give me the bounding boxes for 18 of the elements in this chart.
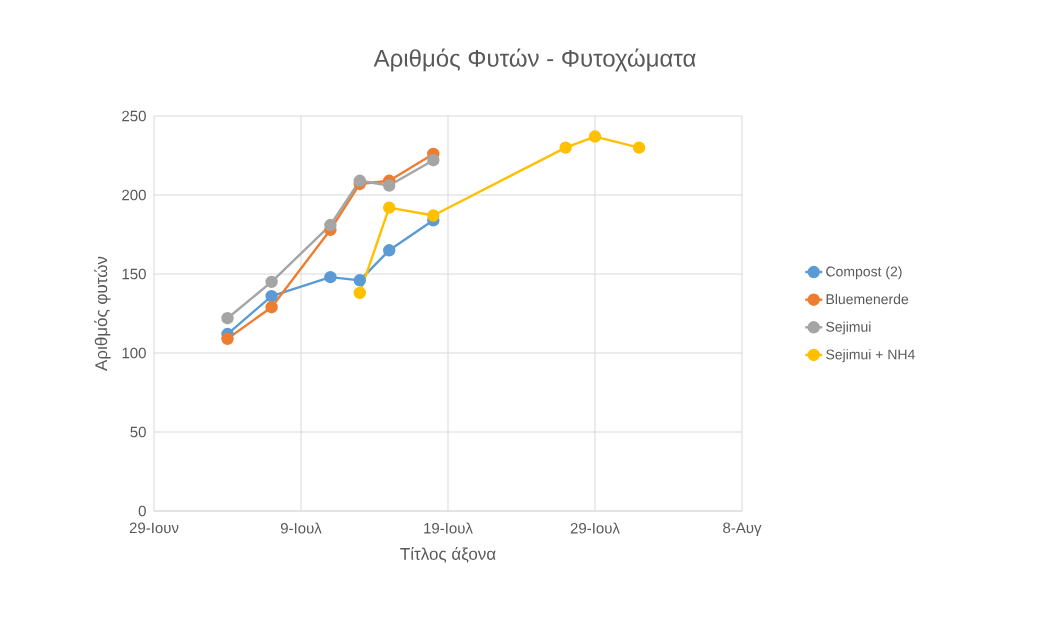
- y-axis-title: Αριθμός φυτών: [94, 256, 111, 371]
- x-tick-label: 19-Ιουλ: [424, 522, 473, 534]
- y-tick-label: 100: [122, 347, 146, 359]
- y-tick-label: 200: [122, 189, 146, 201]
- legend-label: Sejimui + NH4: [826, 349, 915, 363]
- legend-label: Compost (2): [826, 266, 902, 280]
- x-tick-label: 9-Ιουλ: [280, 522, 322, 534]
- x-tick-label: 8-Αυγ: [723, 522, 762, 537]
- y-tick-label: 250: [122, 110, 146, 122]
- x-tick-label: 29-Ιουν: [129, 522, 179, 534]
- legend-label: Sejimui: [826, 321, 871, 335]
- legend-label: Bluemenerde: [826, 293, 909, 305]
- chart-title: Αριθμός Φυτών - Φυτοχώματα: [373, 48, 696, 72]
- y-tick-label: 50: [130, 426, 146, 438]
- y-tick-label: 0: [138, 505, 146, 517]
- y-tick-label: 150: [122, 268, 146, 280]
- x-axis-title: Τίτλος άξονα: [400, 546, 496, 563]
- x-tick-label: 29-Ιουλ: [570, 522, 620, 534]
